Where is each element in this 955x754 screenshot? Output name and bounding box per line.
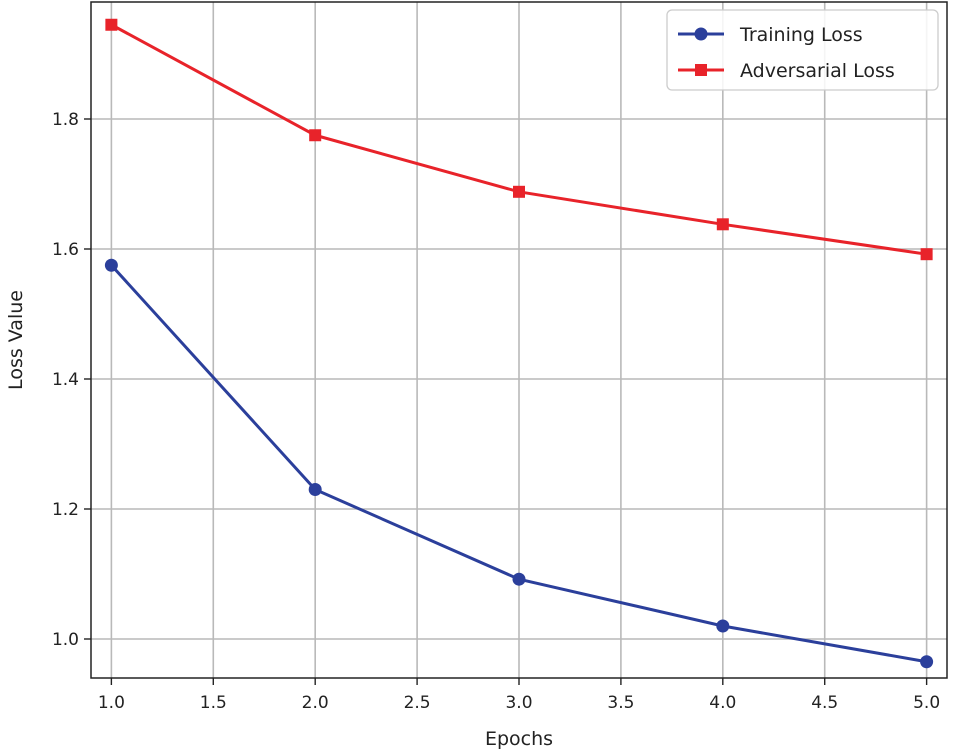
data-point [513, 185, 525, 198]
x-tick-label: 3.0 [505, 693, 532, 713]
x-tick-label: 4.0 [709, 693, 736, 713]
legend-item: Training Loss [678, 24, 863, 46]
data-point [716, 619, 730, 633]
x-tick-label: 2.0 [302, 693, 329, 713]
series-training-loss [104, 258, 934, 669]
series-layer [104, 18, 934, 669]
legend-label: Training Loss [739, 24, 863, 46]
x-axis-title: Epochs [485, 728, 553, 750]
data-point [308, 483, 322, 496]
y-tick-label: 1.8 [52, 110, 79, 130]
x-tick-label: 2.5 [404, 693, 431, 713]
x-axis: 1.0 1.5 2.0 2.5 3.0 3.5 4.0 4.5 5.0 [98, 678, 940, 713]
data-point [716, 218, 729, 231]
y-tick-label: 1.0 [52, 630, 79, 650]
legend-box [666, 9, 939, 91]
x-tick-label: 1.0 [98, 693, 125, 713]
x-tick-label: 1.5 [200, 693, 227, 713]
grid [91, 2, 947, 678]
series-adversarial-loss [105, 18, 933, 261]
y-axis: 1.0 1.2 1.4 1.6 1.8 [52, 110, 91, 650]
x-tick-label: 5.0 [913, 693, 940, 713]
legend: Training Loss Adversarial Loss [666, 9, 939, 91]
y-tick-label: 1.2 [52, 500, 79, 520]
data-point [105, 18, 118, 31]
legend-item: Adversarial Loss [678, 60, 895, 82]
data-point [104, 258, 118, 272]
data-point [512, 572, 526, 586]
legend-marker [695, 64, 707, 76]
x-tick-label: 3.5 [607, 693, 634, 713]
y-tick-label: 1.4 [52, 370, 79, 390]
data-point [920, 248, 933, 261]
legend-marker [694, 27, 708, 41]
x-tick-label: 4.5 [811, 693, 838, 713]
y-tick-label: 1.6 [52, 240, 79, 260]
data-point [309, 129, 322, 142]
legend-label: Adversarial Loss [740, 60, 895, 82]
data-point [920, 655, 934, 669]
y-axis-title: Loss Value [5, 290, 27, 390]
